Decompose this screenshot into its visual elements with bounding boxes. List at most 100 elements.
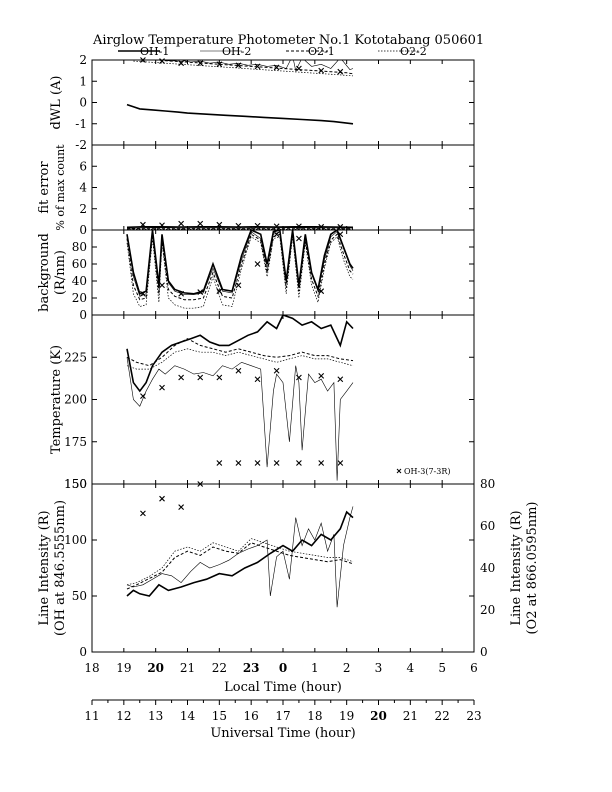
xtick-ut-14: 14: [180, 709, 196, 723]
series-line-int-o2-2: [126, 538, 354, 586]
panel-frame-fit: [91, 144, 475, 231]
legend-label-o2-1: O2-1: [308, 45, 335, 58]
ytick-label-temp-175: 175: [64, 435, 87, 449]
xtick-ut-22: 22: [435, 709, 450, 723]
marker-int-oh-3-10: [337, 460, 344, 466]
marker-bg-oh-3-5: [235, 282, 242, 289]
legend: OH-1 OH-2 O2-1 O2-2: [118, 45, 427, 58]
marker-temp-oh-3-4: [216, 374, 223, 381]
ylabel2-fit: % of max count: [54, 144, 67, 231]
series-line-fit-oh-2: [126, 227, 354, 229]
marker-dwl-oh-3-9: [318, 67, 325, 74]
marker-temp-oh-3-1: [159, 384, 165, 391]
series-line-temp-o2-2: [126, 348, 354, 370]
marker-bg-oh-3-3: [197, 289, 204, 295]
marker-temp-oh-3-10: [337, 376, 344, 383]
panel-frame-bg: [91, 229, 475, 316]
marker-bg-oh-3-1: [159, 282, 165, 289]
marker-temp-oh-3-2: [178, 374, 185, 381]
ytick-label-fit-0: 0: [79, 223, 87, 237]
series-group-temp: [126, 315, 354, 481]
series-line-dwl-oh-1: [126, 103, 354, 125]
marker-bg-oh-3-7: [273, 231, 280, 238]
series-group-fit: [126, 225, 354, 230]
ylabel-int: Line Intensity (R): [37, 510, 52, 625]
ytick-label-int-150: 150: [64, 477, 87, 491]
xtick-ut-18: 18: [307, 709, 322, 723]
ylabel2-bg: (R/nm): [53, 250, 68, 295]
xtick-ut-19: 19: [339, 709, 354, 723]
marker-fit-oh-3-8: [296, 223, 302, 230]
marker-fit-oh-3-6: [254, 222, 261, 229]
marker-temp-oh-3-0: [140, 393, 146, 400]
series-line-temp-oh-1: [126, 315, 354, 393]
ytick-label-fit-4: 4: [79, 181, 87, 195]
marker-dwl-oh-3-8: [296, 65, 302, 72]
ytick-label-temp-150: 150: [64, 477, 87, 491]
ytick-label-bg-40: 40: [72, 274, 87, 288]
marker-int-oh-3-1: [159, 495, 165, 502]
ytick-label-int-100: 100: [64, 533, 87, 547]
panel-dwl: -2 -1 0 1 2 dWL (A): [49, 53, 475, 152]
ytick-label-dwl-0: 0: [79, 96, 87, 110]
xtick-ut-13: 13: [148, 709, 163, 723]
xtick-ut-16: 16: [244, 709, 259, 723]
marker-bg-oh-3-9: [318, 288, 325, 295]
ylabel-bg: background: [37, 233, 52, 312]
xtick-local-4: 4: [407, 661, 415, 675]
panel-fit: 0 2 4 6 fit error% of max count: [37, 144, 475, 237]
ytick-label-bg-20: 20: [72, 291, 87, 305]
ytick-label-dwl-2: 2: [79, 53, 87, 67]
ytick-label-temp-200: 200: [64, 393, 87, 407]
marker-dwl-oh-3-4: [216, 61, 223, 68]
marker-bg-oh-3-6: [254, 261, 261, 267]
ylabel-fit: fit error: [37, 161, 52, 214]
marker-bg-oh-3-4: [216, 288, 223, 295]
marker-int-oh-3-4: [216, 460, 223, 466]
xtick-local-20: 20: [147, 661, 164, 675]
marker-temp-oh-3-9: [318, 372, 325, 379]
xtick-local-3: 3: [375, 661, 383, 675]
xtick-local-18: 18: [84, 661, 99, 675]
xtick-local-5: 5: [438, 661, 446, 675]
marker-dwl-oh-3-10: [337, 68, 344, 75]
marker-dwl-oh-3-0: [140, 57, 146, 63]
series-line-fit-oh-1: [126, 225, 354, 229]
xtick-ut-20: 20: [370, 709, 387, 723]
xtick-local-6: 6: [470, 661, 478, 675]
ylabel-temp: Temperature (K): [49, 345, 64, 454]
chart-title: Airglow Temperature Photometer No.1 Koto…: [92, 33, 484, 48]
marker-fit-oh-3-2: [178, 220, 185, 227]
marker-dwl-oh-3-7: [273, 64, 280, 71]
xtick-local-21: 21: [180, 661, 195, 675]
note-label: OH-3(7-3R): [404, 467, 450, 476]
marker-temp-oh-3-8: [296, 374, 302, 381]
marker-int-oh-3-5: [235, 460, 242, 466]
marker-fit-oh-3-5: [235, 222, 242, 229]
marker-dwl-oh-3-2: [178, 60, 185, 67]
marker-fit-oh-3-1: [159, 222, 165, 229]
panel-frame-dwl: [91, 59, 475, 146]
marker-bg-oh-3-10: [337, 231, 344, 238]
marker-fit-oh-3-7: [273, 223, 280, 230]
series-line-temp-o2-1: [126, 338, 354, 367]
marker-int-oh-3-8: [296, 460, 302, 466]
panel-frame-temp: [91, 314, 475, 485]
marker-fit-oh-3-0: [140, 221, 146, 228]
xtick-ut-17: 17: [275, 709, 290, 723]
xtick-ut-23: 23: [466, 709, 481, 723]
y2tick-label-20: 20: [480, 603, 495, 617]
series-line-dwl-oh-2: [133, 60, 354, 72]
xtick-ut-11: 11: [84, 709, 99, 723]
marker-bg-oh-3-8: [296, 235, 302, 242]
panel-frame-int: [91, 483, 475, 653]
y2label-int: Line Intensity (R): [509, 510, 524, 625]
panels: -2 -1 0 1 2 dWL (A) 0 2 4 6 fit error% of max coun…: [37, 53, 540, 659]
xtick-local-19: 19: [116, 661, 131, 675]
series-line-int-oh-2: [126, 506, 354, 608]
marker-bg-oh-3-0: [140, 290, 146, 297]
ytick-label-bg-0: 0: [79, 308, 87, 322]
marker-int-oh-3-7: [273, 460, 280, 466]
